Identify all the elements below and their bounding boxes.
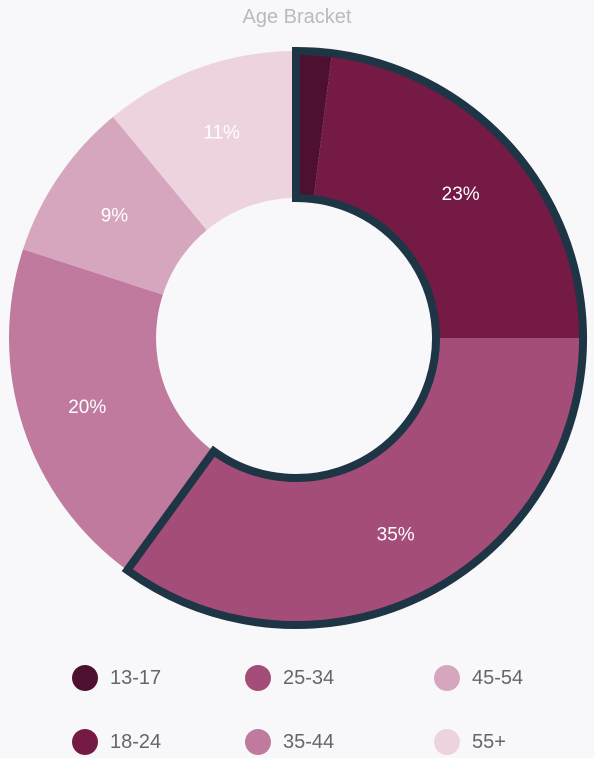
legend-swatch-icon	[434, 665, 460, 691]
legend-label: 13-17	[110, 666, 162, 689]
data-label-25-34: 35%	[377, 525, 415, 546]
legend-label: 45-54	[472, 666, 524, 689]
legend-item-13-17[interactable]: 13-17	[72, 663, 161, 693]
chart-legend: 13-17 18-24 25-34 35-44 45-54 55+	[0, 655, 594, 755]
legend-label: 35-44	[283, 730, 335, 753]
slice-25-34[interactable]	[127, 338, 583, 625]
legend-swatch-icon	[72, 729, 98, 755]
data-label-55plus: 11%	[203, 122, 240, 143]
donut-chart: 23% 35% 20% 9% 11%	[9, 46, 587, 629]
legend-item-45-54[interactable]: 45-54	[434, 663, 523, 693]
legend-swatch-icon	[245, 729, 271, 755]
legend-label: 18-24	[110, 730, 162, 753]
slice-45-54[interactable]	[23, 116, 207, 295]
legend-swatch-icon	[434, 729, 460, 755]
data-label-35-44: 20%	[68, 397, 106, 418]
data-label-18-24: 23%	[442, 184, 480, 205]
slice-13-17[interactable]	[296, 51, 332, 200]
legend-item-25-34[interactable]: 25-34	[245, 663, 334, 693]
legend-item-18-24[interactable]: 18-24	[72, 727, 161, 757]
legend-swatch-icon	[245, 665, 271, 691]
legend-item-35-44[interactable]: 35-44	[245, 727, 334, 757]
slice-18-24[interactable]	[313, 53, 583, 338]
highlight-outline	[121, 46, 587, 629]
data-label-45-54: 9%	[101, 206, 129, 227]
legend-swatch-icon	[72, 665, 98, 691]
legend-item-55plus[interactable]: 55+	[434, 727, 506, 757]
chart-title: Age Bracket	[242, 6, 352, 28]
legend-label: 25-34	[283, 666, 335, 689]
slice-55plus[interactable]	[113, 51, 296, 231]
legend-label: 55+	[472, 730, 506, 753]
slice-35-44[interactable]	[9, 249, 214, 571]
